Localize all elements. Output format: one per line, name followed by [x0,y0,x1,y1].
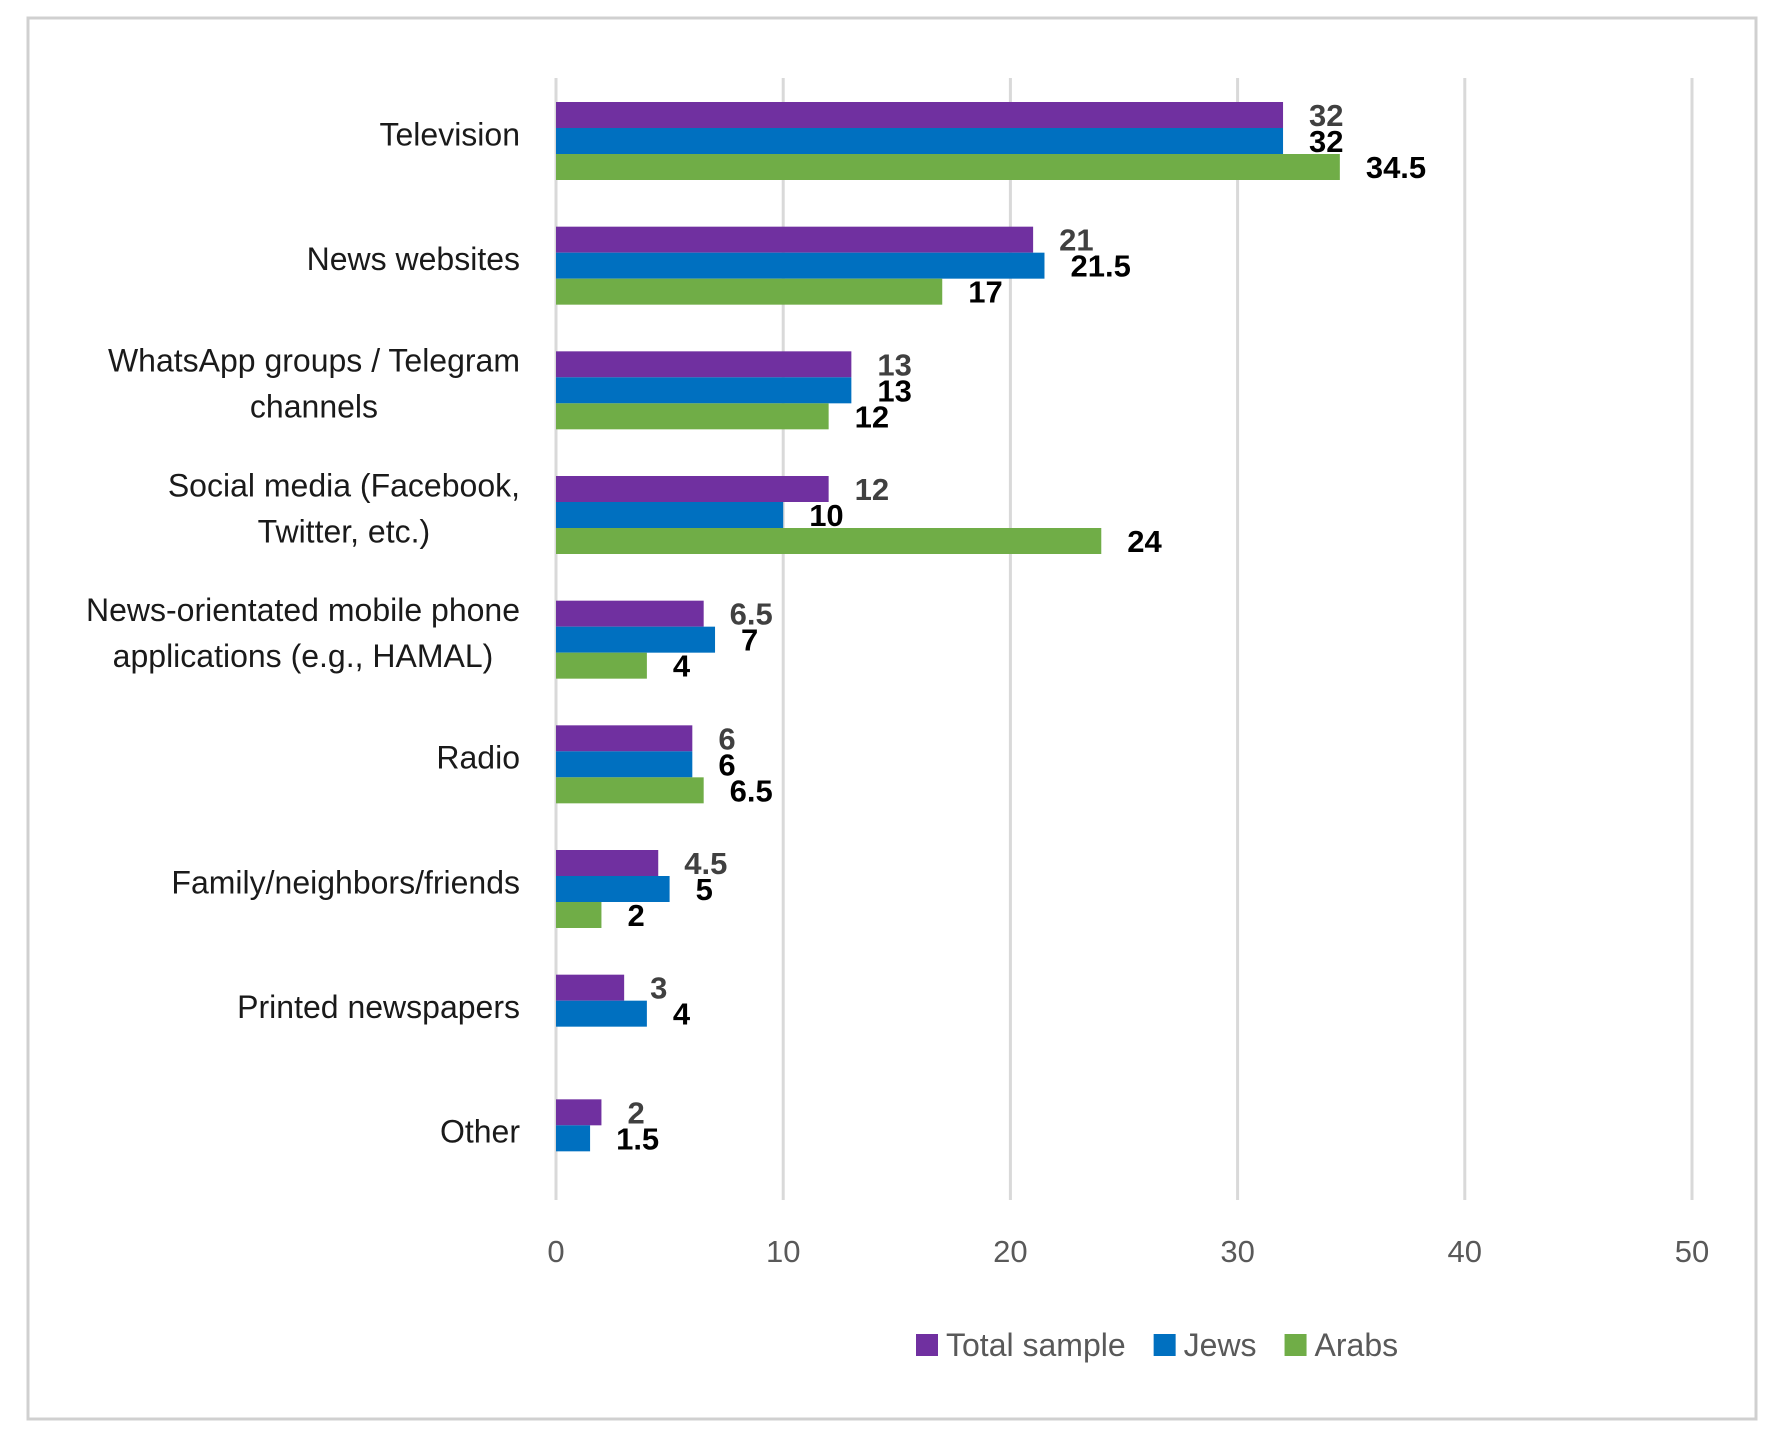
category-label: Radio [436,740,520,776]
bar-jews [556,751,693,778]
legend: Total sample Jews Arabs [916,1327,1398,1363]
data-label-arabs: 4 [673,649,691,684]
category-label-line: Family/neighbors/friends [171,864,520,900]
bar-arabs [556,902,602,928]
category-label: News-orientated mobile phone applications… [86,592,520,674]
data-label-total-sample: 13 [877,347,911,382]
x-tick-label: 40 [1448,1234,1482,1269]
data-label-arabs: 24 [1127,524,1162,559]
category-label-line: Radio [436,740,520,776]
bar-arabs [556,278,943,305]
data-label-total-sample: 12 [855,472,889,507]
x-tick-label: 0 [547,1234,564,1269]
category-label-line: Social media (Facebook, [168,467,520,503]
bar-jews [556,876,670,902]
category-label: News websites [307,241,520,277]
legend-label-jews: Jews [1184,1327,1257,1363]
bar-jews [556,1125,591,1152]
x-tick-label: 20 [993,1234,1027,1269]
legend-swatch-arabs [1284,1334,1307,1356]
bar-total-sample [556,974,625,1001]
data-label-total-sample: 4.5 [684,846,727,881]
bar-jews [556,377,852,404]
bar-arabs [556,528,1102,554]
bar-total-sample [556,351,852,378]
category-label-line: WhatsApp groups / Telegram [108,343,520,379]
category-label: Printed newspapers [237,989,520,1025]
bar-jews [556,626,716,653]
bar-arabs [556,652,647,679]
data-label-total-sample: 21 [1059,223,1093,258]
data-label-jews: 13 [877,373,911,408]
category-label: Social media (Facebook, Twitter, etc.) [168,467,520,549]
data-label-arabs: 34.5 [1366,150,1426,185]
bar-total-sample [556,600,704,627]
bar-jews [556,1000,647,1027]
data-label-jews: 32 [1309,124,1343,159]
data-label-total-sample: 2 [627,1095,644,1130]
bars [556,102,1340,1152]
category-label-line: News-orientated mobile phone [86,592,520,628]
bar-jews [556,252,1045,279]
bar-total-sample [556,226,1034,253]
data-label-total-sample: 6 [718,721,735,756]
category-label-line: applications (e.g., HAMAL) [113,638,494,674]
bar-total-sample [556,850,659,876]
data-label-jews: 7 [741,623,758,658]
legend-label-arabs: Arabs [1315,1327,1399,1363]
category-label-line: Other [440,1114,520,1150]
legend-swatch-total-sample [916,1334,938,1356]
bar-jews [556,502,784,528]
bar-arabs [556,777,704,804]
bar-total-sample [556,725,693,752]
bar-total-sample [556,476,829,502]
legend-label-total-sample: Total sample [946,1327,1126,1363]
bar-total-sample [556,102,1284,128]
x-tick-label: 30 [1220,1234,1254,1269]
data-label-total-sample: 32 [1309,98,1343,133]
bar-arabs [556,154,1340,180]
bar-jews [556,128,1284,154]
data-label-arabs: 17 [968,275,1002,310]
category-label: Television [379,116,520,152]
data-label-jews: 1.5 [616,1121,659,1156]
category-label-line: Television [379,116,520,152]
data-label-arabs: 12 [855,399,889,434]
legend-swatch-jews [1153,1334,1176,1356]
data-label-total-sample: 6.5 [730,597,773,632]
category-label-line: Printed newspapers [237,989,520,1025]
data-labels: 323234.52121.5171313121210246.574666.54.… [616,98,1426,1156]
category-label-line: Twitter, etc.) [258,513,430,549]
x-tick-label: 10 [766,1234,800,1269]
category-label: Other [440,1114,520,1150]
x-axis-ticks: 0 10 20 30 40 50 [547,1234,1709,1269]
data-label-jews: 10 [809,498,843,533]
data-label-total-sample: 3 [650,971,667,1006]
x-tick-label: 50 [1675,1234,1709,1269]
data-label-jews: 21.5 [1070,249,1130,284]
category-label: Family/neighbors/friends [171,864,520,900]
bar-total-sample [556,1099,602,1126]
data-label-jews: 4 [673,997,691,1032]
category-label: WhatsApp groups / Telegram channels [108,343,520,425]
category-label-line: News websites [307,241,520,277]
data-label-jews: 5 [696,872,713,907]
data-label-jews: 6 [718,747,735,782]
category-label-line: channels [250,389,378,425]
data-label-arabs: 6.5 [730,773,773,808]
bar-arabs [556,403,829,430]
category-labels: Television News websites WhatsApp groups /… [86,116,520,1149]
data-label-arabs: 2 [627,898,644,933]
